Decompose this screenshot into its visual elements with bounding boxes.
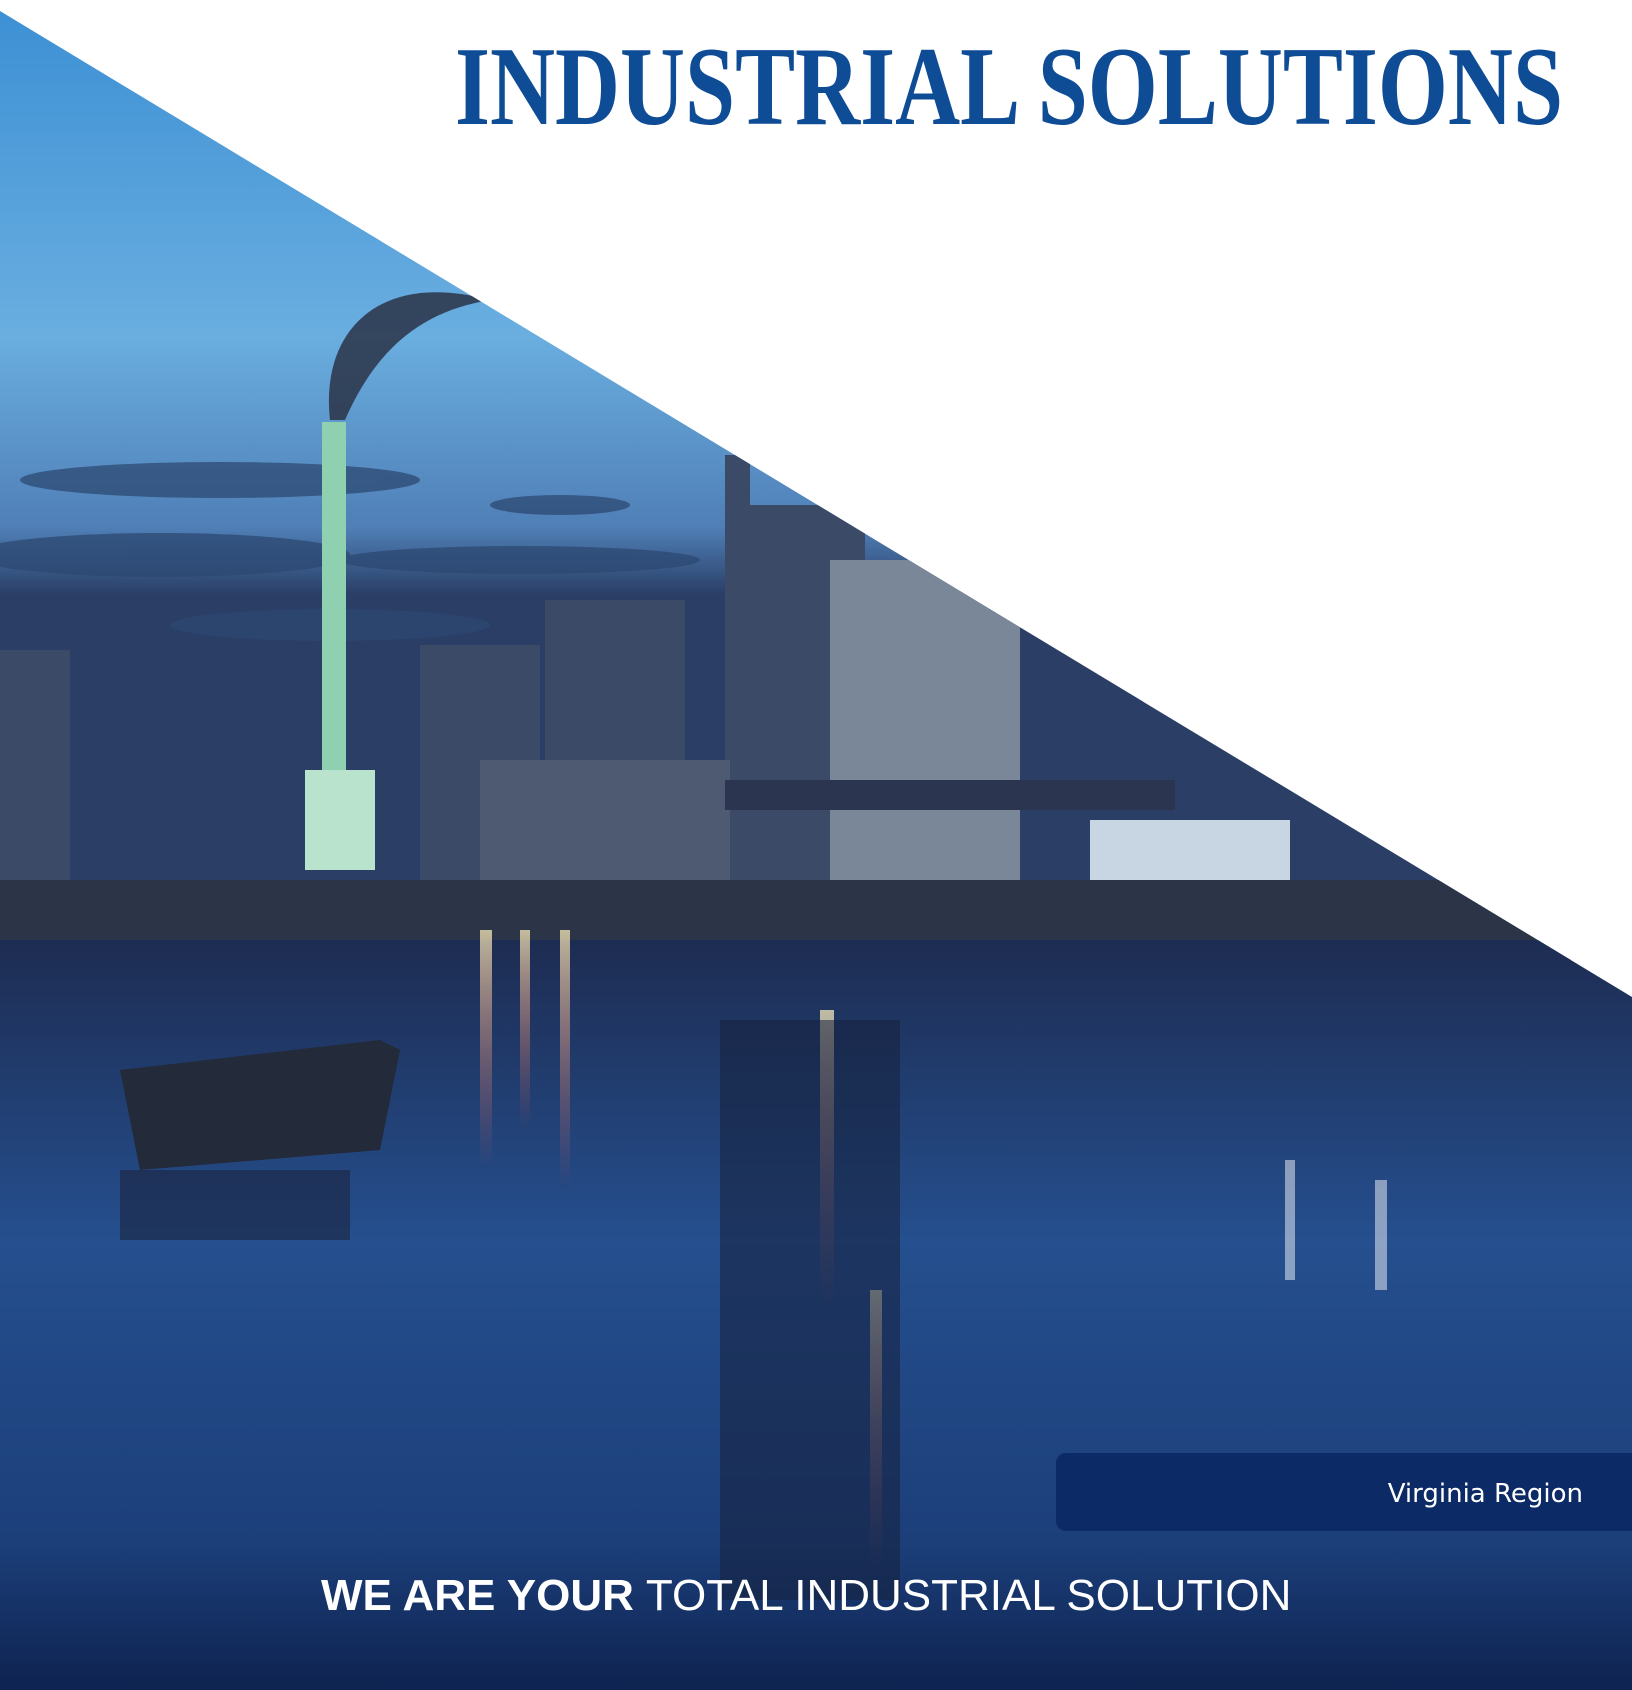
page: INDUSTRIAL SOLUTIONS Virginia Region WE …	[0, 0, 1632, 1690]
title: INDUSTRIAL SOLUTIONS	[455, 25, 1563, 149]
tagline-bold: WE ARE YOUR	[321, 1571, 634, 1620]
badge-text: Virginia Region	[1388, 1479, 1583, 1509]
photo	[0, 0, 1632, 1690]
cover: INDUSTRIAL SOLUTIONS Virginia Region WE …	[0, 0, 1632, 1690]
tagline-regular: TOTAL INDUSTRIAL SOLUTION	[646, 1571, 1291, 1620]
